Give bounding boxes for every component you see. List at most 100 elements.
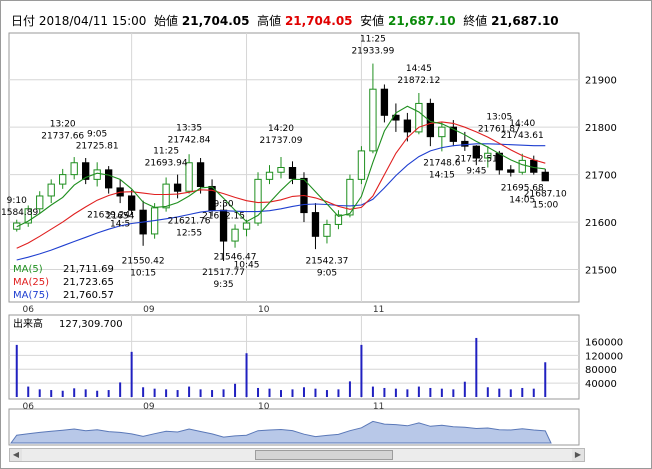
volume-bar <box>188 386 191 397</box>
day-tick-label: 09 <box>143 305 155 315</box>
candle-body <box>311 212 320 237</box>
price-annotation: 14:20 <box>268 124 294 134</box>
volume-panel[interactable] <box>8 314 580 400</box>
volume-bar <box>440 388 443 397</box>
candle-body <box>288 167 297 179</box>
price-annotation: 21621.76 <box>168 217 211 227</box>
price-annotation: 13:35 <box>176 123 202 133</box>
close-value: 21,687.10 <box>491 14 559 28</box>
price-annotation: 9:10 <box>7 196 27 206</box>
ma25-value: 21,723.65 <box>63 277 114 288</box>
candle-body <box>254 178 262 224</box>
price-annotation: 21546.47 <box>214 252 257 262</box>
price-annotation: 14:40 <box>509 119 535 129</box>
chart-scrollbar[interactable]: ◀ ▶ <box>9 448 585 462</box>
price-annotation: 21761.87 <box>478 124 521 134</box>
candle-body <box>415 102 423 133</box>
volume-bar <box>280 390 282 397</box>
price-annotation: 14:45 <box>406 64 432 74</box>
volume-bar <box>199 389 202 397</box>
low-label: 安値 <box>360 14 385 28</box>
candle-body <box>461 140 469 147</box>
candle-body <box>403 119 412 133</box>
date-value: 2018/04/11 15:00 <box>38 14 147 28</box>
price-annotation: 21743.61 <box>501 131 544 141</box>
volume-bar <box>337 389 340 397</box>
volume-bar <box>142 387 145 397</box>
ma75-line <box>16 143 546 261</box>
day-tick-label: 06 <box>23 402 35 412</box>
price-annotation: 9:35 <box>213 280 233 290</box>
candle-body <box>127 195 136 211</box>
volume-value: 127,309.700 <box>59 319 123 330</box>
ma75-value: 21,760.57 <box>63 290 114 301</box>
price-annotation: 21693.94 <box>145 158 188 168</box>
volume-bar <box>532 388 535 397</box>
price-annotation: 21695.68 <box>501 184 544 194</box>
price-annotation: 13:20 <box>50 120 76 130</box>
price-annotation: 21687.10 <box>524 190 567 200</box>
candle-body <box>162 183 170 209</box>
candle-body <box>82 162 90 180</box>
price-annotation: 21742.84 <box>168 135 211 145</box>
scrollbar-thumb[interactable] <box>255 450 393 460</box>
candle-body <box>231 228 239 242</box>
scroll-right-arrow-icon[interactable]: ▶ <box>572 449 584 461</box>
candle-body <box>24 208 32 224</box>
price-tick-label: 21600 <box>585 218 617 229</box>
price-annotation: 21737.09 <box>260 136 303 146</box>
volume-bar <box>463 381 466 397</box>
price-annotation: 21725.81 <box>76 141 119 151</box>
volume-bar <box>257 387 260 397</box>
volume-bar <box>383 387 386 397</box>
volume-bar <box>211 390 214 397</box>
volume-bar <box>521 387 524 397</box>
candle-body <box>196 162 205 187</box>
volume-bar <box>73 388 76 397</box>
volume-bar <box>291 389 294 397</box>
volume-bar <box>509 389 512 397</box>
candle-body <box>59 174 67 185</box>
high-value: 21,704.05 <box>284 14 353 28</box>
price-annotation: 9:05 <box>87 129 107 139</box>
price-annotation: 13:05 <box>486 112 512 122</box>
price-annotation: 14:15 <box>429 171 455 181</box>
volume-bar <box>348 381 351 397</box>
volume-tick-label: 160000 <box>585 337 623 348</box>
volume-bar <box>371 386 374 397</box>
ma5-value: 21,711.69 <box>63 264 114 275</box>
volume-label: 出来高 <box>13 317 43 330</box>
ma5-line <box>16 105 546 228</box>
price-tick-label: 21800 <box>585 123 617 134</box>
price-annotation: 9:45 <box>466 167 486 177</box>
overview-area <box>10 420 552 444</box>
volume-bar <box>325 390 328 397</box>
scroll-left-arrow-icon[interactable]: ◀ <box>10 449 22 461</box>
price-annotation: 21584.89 <box>1 208 38 218</box>
candle-body <box>472 145 480 159</box>
price-annotation: 21737.66 <box>41 132 84 142</box>
date-label: 日付 <box>11 14 36 28</box>
day-tick-label: 11 <box>373 305 384 315</box>
high-label: 高値 <box>257 14 282 28</box>
day-tick-label: 06 <box>23 305 35 315</box>
day-tick-label: 10 <box>258 402 270 412</box>
price-annotation: 21748.6 <box>423 159 460 169</box>
volume-bar <box>268 388 271 397</box>
close-label: 終値 <box>463 14 488 28</box>
volume-tick-label: 80000 <box>585 365 617 376</box>
price-annotation: 10:45 <box>234 260 260 270</box>
volume-bar <box>84 389 87 397</box>
ma25-line <box>16 121 546 249</box>
volume-bar <box>165 389 168 397</box>
volume-bar <box>452 389 455 397</box>
volume-bar <box>394 388 397 397</box>
candle-body <box>47 183 55 197</box>
candle-body <box>449 126 457 142</box>
volume-bar <box>153 388 156 397</box>
volume-bar <box>245 353 248 397</box>
candle-body <box>105 169 113 189</box>
day-tick-label: 09 <box>143 402 155 412</box>
price-annotation: 12:55 <box>176 229 202 239</box>
